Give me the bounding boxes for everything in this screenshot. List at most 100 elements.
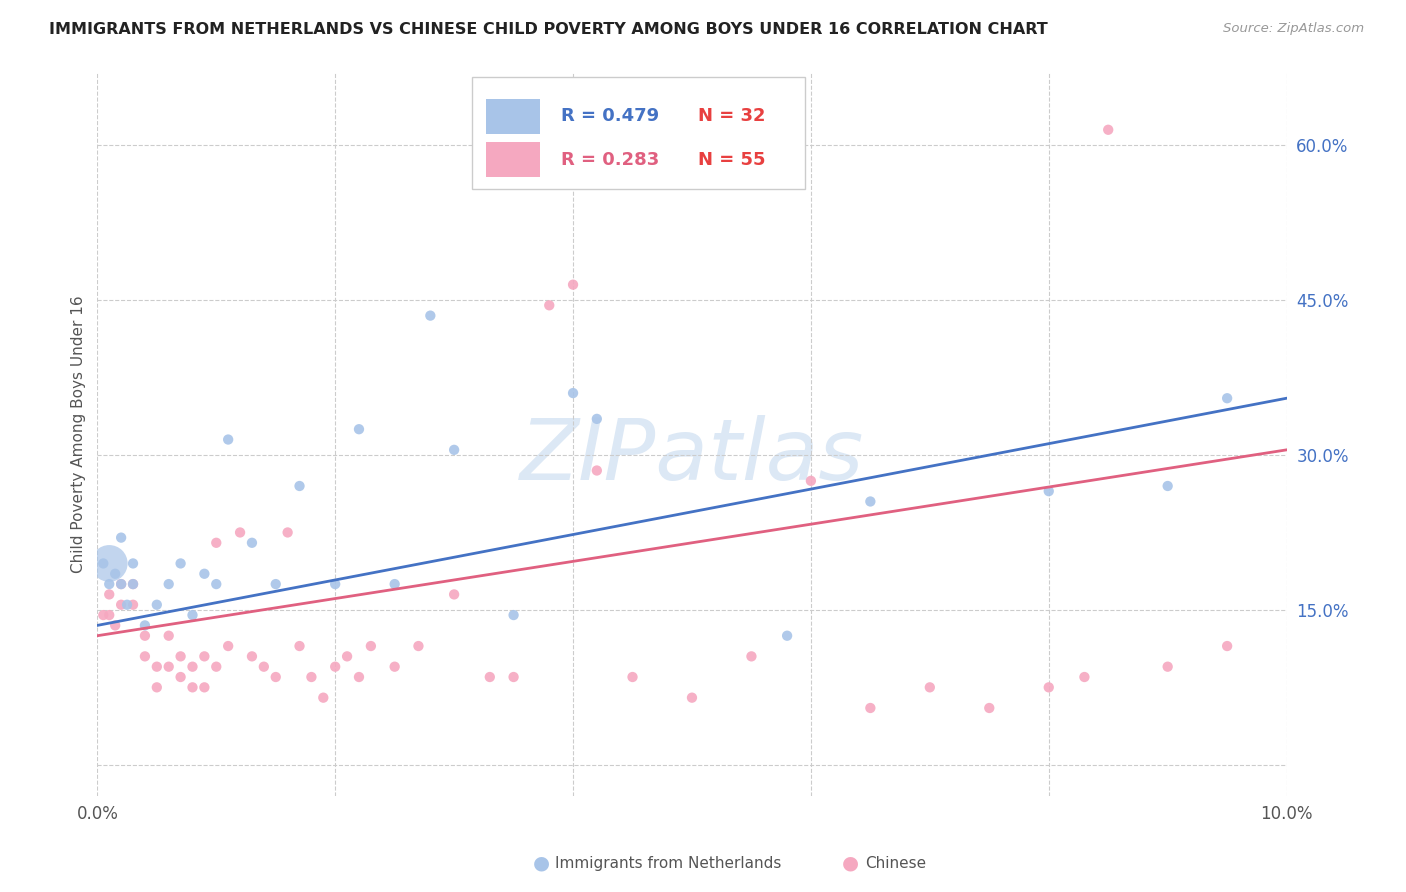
Text: R = 0.283: R = 0.283 [561, 151, 659, 169]
Point [740, 649, 762, 664]
Point [181, 659, 204, 673]
Point [1038, 681, 1060, 695]
Point [134, 649, 156, 664]
Point [621, 670, 644, 684]
Point [288, 639, 311, 653]
Point [1156, 659, 1178, 673]
Point [408, 639, 430, 653]
Point [205, 536, 228, 550]
Point [1073, 670, 1095, 684]
Point [98, 557, 121, 571]
Point [122, 598, 145, 612]
Point [681, 690, 703, 705]
Point [115, 598, 138, 612]
Point [502, 608, 524, 623]
Point [1216, 391, 1239, 405]
Point [347, 670, 370, 684]
Point [253, 659, 276, 673]
Point [91, 608, 114, 623]
FancyBboxPatch shape [486, 143, 540, 177]
Point [277, 525, 299, 540]
Point [146, 659, 169, 673]
Point [562, 277, 585, 292]
Point [169, 649, 191, 664]
Point [562, 386, 585, 401]
Point [146, 598, 169, 612]
Point [193, 566, 215, 581]
Point [443, 587, 465, 601]
Point [110, 577, 132, 591]
Point [98, 608, 121, 623]
Point [181, 681, 204, 695]
Point [169, 670, 191, 684]
FancyBboxPatch shape [472, 77, 806, 188]
Point [1216, 639, 1239, 653]
Point [384, 577, 406, 591]
Point [110, 598, 132, 612]
Point [800, 474, 823, 488]
Point [336, 649, 359, 664]
Point [347, 422, 370, 436]
Text: Immigrants from Netherlands: Immigrants from Netherlands [555, 856, 782, 871]
Point [585, 412, 607, 426]
Point [264, 577, 287, 591]
Point [360, 639, 382, 653]
Point [217, 639, 239, 653]
Text: N = 55: N = 55 [697, 151, 765, 169]
Point [104, 618, 127, 632]
Point [1097, 122, 1119, 136]
Point [979, 701, 1001, 715]
Point [585, 463, 607, 477]
Point [478, 670, 501, 684]
Point [98, 577, 121, 591]
Text: ●: ● [533, 854, 550, 873]
Point [1038, 484, 1060, 499]
Point [859, 701, 882, 715]
Point [264, 670, 287, 684]
Point [918, 681, 941, 695]
Point [181, 608, 204, 623]
Point [384, 659, 406, 673]
Point [98, 587, 121, 601]
Text: N = 32: N = 32 [697, 107, 765, 126]
Point [134, 618, 156, 632]
Point [205, 659, 228, 673]
Point [240, 649, 263, 664]
Point [323, 659, 346, 673]
Point [122, 557, 145, 571]
Point [122, 577, 145, 591]
Point [169, 557, 191, 571]
Point [110, 577, 132, 591]
Point [110, 531, 132, 545]
Point [157, 577, 180, 591]
Point [217, 433, 239, 447]
Point [1156, 479, 1178, 493]
Point [146, 681, 169, 695]
Point [299, 670, 322, 684]
Point [157, 629, 180, 643]
Point [229, 525, 252, 540]
FancyBboxPatch shape [486, 99, 540, 134]
Point [91, 557, 114, 571]
Text: ZIPatlas: ZIPatlas [520, 415, 865, 498]
Text: ●: ● [842, 854, 859, 873]
Point [419, 309, 441, 323]
Text: Chinese: Chinese [865, 856, 925, 871]
Point [502, 670, 524, 684]
Y-axis label: Child Poverty Among Boys Under 16: Child Poverty Among Boys Under 16 [72, 295, 86, 574]
Point [205, 577, 228, 591]
Point [323, 577, 346, 591]
Point [443, 442, 465, 457]
Point [193, 681, 215, 695]
Text: R = 0.479: R = 0.479 [561, 107, 659, 126]
Point [122, 577, 145, 591]
Point [193, 649, 215, 664]
Point [240, 536, 263, 550]
Point [312, 690, 335, 705]
Point [288, 479, 311, 493]
Text: Source: ZipAtlas.com: Source: ZipAtlas.com [1223, 22, 1364, 36]
Point [538, 298, 561, 312]
Point [859, 494, 882, 508]
Text: IMMIGRANTS FROM NETHERLANDS VS CHINESE CHILD POVERTY AMONG BOYS UNDER 16 CORRELA: IMMIGRANTS FROM NETHERLANDS VS CHINESE C… [49, 22, 1047, 37]
Point [134, 629, 156, 643]
